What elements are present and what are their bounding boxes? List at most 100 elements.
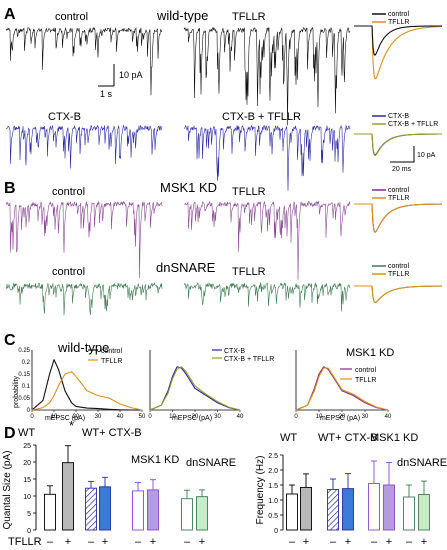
scale-bar-a: 10 pA 1 s	[98, 64, 143, 99]
d2-group-msk: MSK1 KD	[370, 432, 418, 444]
c-series-0	[295, 366, 389, 411]
legend-c1-control: control	[101, 348, 122, 355]
d-bar-7	[196, 496, 208, 531]
d-bar-3	[99, 486, 111, 531]
c-ytick-label: 0.05	[18, 396, 30, 402]
d-sign-5: +	[386, 536, 392, 548]
d-group-dn: dnSNARE	[186, 457, 236, 469]
d-sign-4: –	[135, 536, 142, 548]
legend-a-ctxb: CTX-B	[388, 113, 409, 120]
legend-b-top: control TFLLR	[372, 187, 409, 202]
legend-c1-tfllr: TFLLR	[101, 358, 122, 365]
average-a-wt	[354, 25, 442, 80]
c-xtick-label: 20	[339, 414, 346, 420]
c-ylabel: probability	[13, 376, 20, 408]
c-xlabel-2: mEPSC (pA)	[172, 415, 212, 422]
scale-amp-label: 10 pA	[119, 70, 143, 80]
legend-a-bottom: CTX-B CTX-B + TFLLR	[372, 113, 438, 128]
c-xtick-label: 0	[148, 414, 152, 420]
trace-a-ctxb-tfllr-line	[184, 124, 351, 191]
panel-label-c: C	[4, 332, 16, 349]
legend-b-dn-tfllr: TFLLR	[388, 271, 409, 278]
trace-a-ctxb-tfllr	[184, 124, 351, 191]
d-ytick-label: 0	[27, 528, 31, 535]
legend-b-dn-control: control	[388, 263, 409, 270]
panel-b-title: MSK1 KD	[160, 180, 217, 195]
d-sign-7: +	[199, 536, 205, 548]
significance-star: *	[69, 418, 74, 433]
d-bar-4	[368, 483, 380, 531]
d-left-ylabel: Quantal Size (pA)	[2, 451, 13, 530]
panel-label-a: A	[4, 6, 16, 23]
trace-b-msk-tfllr-line	[183, 200, 351, 280]
c-xtick-label: 50	[139, 414, 146, 420]
trace-a-ctxb	[5, 124, 163, 169]
panel-c-title2: MSK1 KD	[346, 347, 394, 359]
trace-label-a-tfllr: TFLLR	[232, 11, 266, 23]
panel-c-title: wild-type	[57, 340, 109, 355]
legend-a-control: control	[388, 11, 409, 18]
c-ytick-label: 0.1	[22, 384, 31, 390]
d-bar-7	[418, 494, 430, 531]
d-bar-3	[342, 488, 354, 531]
c-xtick-label: 40	[117, 414, 124, 420]
d-bar-1	[62, 462, 74, 531]
legend-b-control: control	[388, 187, 409, 194]
trace-b-msk-tfllr	[183, 200, 351, 280]
d-ytick-label: 15	[23, 477, 31, 484]
c-xtick-label: 40	[237, 414, 244, 420]
trace-a-control	[5, 26, 163, 96]
c-xtick-label: 20	[73, 414, 80, 420]
panel-a-title: wild-type	[156, 8, 208, 23]
d-bar-6	[181, 498, 193, 531]
scale-time-label: 1 s	[100, 89, 113, 99]
trace-label-a-ctxb: CTX-B	[48, 111, 81, 123]
trace-a-tfllr-line	[183, 26, 351, 126]
trace-b-dn-tfllr	[183, 281, 351, 312]
d-sign-0: –	[47, 536, 54, 548]
legend-c2-ctxb-tfllr: CTX-B + TFLLR	[224, 356, 274, 363]
c-xtick-label: 30	[214, 414, 221, 420]
trace-label-b-dn-tfllr: TFLLR	[232, 266, 266, 278]
d-sign-4: –	[371, 536, 378, 548]
d-bar-0	[44, 493, 56, 531]
d2-group-wt-ctxb-text: WT+ CTX-B	[318, 432, 378, 444]
tfllr-row-label: TFLLR	[8, 536, 42, 548]
d-ytick-label: 20	[23, 460, 31, 467]
legend-c1: control TFLLR	[88, 348, 122, 365]
d-bar-5	[147, 489, 159, 531]
d-sign-7: +	[421, 536, 427, 548]
c-xtick-label: 30	[362, 414, 369, 420]
d-group-msk: MSK1 KD	[131, 454, 179, 466]
d-sign-3: +	[102, 536, 108, 548]
histogram-c-msk: 0 10 20 30 40	[294, 350, 392, 420]
d-group-wt-ctxb: WT+ CTX-B	[82, 427, 142, 439]
d-bar-5	[383, 484, 395, 531]
c-ytick-label: 0	[27, 408, 31, 414]
d-bar-6	[403, 496, 415, 531]
c-ytick-label: 0.2	[22, 360, 31, 366]
c-xtick-label: 10	[169, 414, 176, 420]
trace-b-dn-control	[5, 281, 163, 316]
c-xtick-label: 30	[95, 414, 102, 420]
legend-c2: CTX-B CTX-B + TFLLR	[212, 348, 274, 363]
trace-a-ctxb-line	[5, 124, 163, 169]
d-ytick-label: 2.0	[268, 468, 278, 475]
histogram-c-ctxb: 0 10 20 30 40	[148, 350, 244, 420]
c-ytick-label: 0.15	[18, 372, 30, 378]
c-xlabel-1: mEPSC (pA)	[45, 415, 85, 422]
avg-b-dn-tfllr-line	[354, 285, 442, 304]
d-right-ylabel: Frequency (Hz)	[255, 456, 266, 525]
bar-chart-frequency: 00.51.01.52.02.5– + – + – + – +	[268, 453, 430, 548]
avg-a-tfllr-line	[354, 25, 442, 80]
d-sign-5: +	[150, 536, 156, 548]
average-a-ctxb	[354, 133, 442, 157]
c-series-1	[149, 366, 241, 411]
avg-a-ctxb-tfllr-line	[354, 133, 442, 157]
d-group-wt-ctxb-text: WT+ CTX-B	[82, 427, 142, 439]
d-bar-4	[132, 490, 144, 531]
trace-b-msk-control	[5, 200, 163, 279]
d-sign-6: –	[406, 536, 413, 548]
avg-scale-time: 20 ms	[392, 166, 412, 173]
